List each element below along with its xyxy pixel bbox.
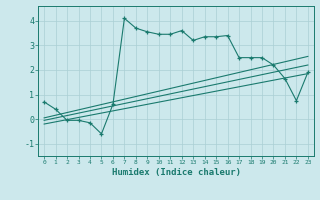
X-axis label: Humidex (Indice chaleur): Humidex (Indice chaleur) (111, 168, 241, 177)
